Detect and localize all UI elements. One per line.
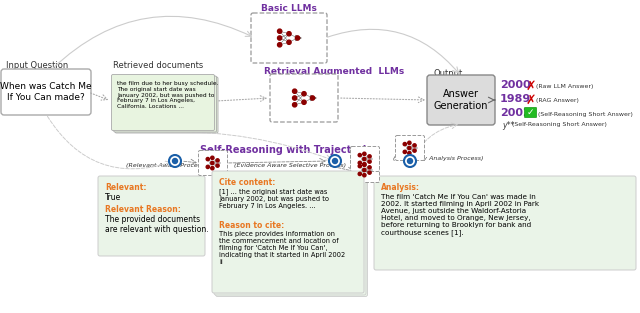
FancyBboxPatch shape [114, 76, 216, 132]
Text: 2002: 2002 [500, 108, 531, 118]
Circle shape [358, 161, 362, 165]
Text: This piece provides information on
the commencement and location of
filming for : This piece provides information on the c… [219, 231, 345, 265]
Text: Cite content:: Cite content: [219, 178, 275, 187]
Text: Basic LLMs: Basic LLMs [261, 4, 317, 13]
Circle shape [413, 149, 416, 152]
Text: 1989: 1989 [500, 94, 531, 104]
Circle shape [329, 155, 341, 167]
FancyBboxPatch shape [525, 107, 536, 117]
Text: ✓: ✓ [527, 108, 534, 117]
FancyBboxPatch shape [351, 146, 380, 172]
Text: (Self-Reasoning Short Answer): (Self-Reasoning Short Answer) [538, 112, 633, 117]
Circle shape [292, 89, 297, 93]
FancyBboxPatch shape [214, 173, 366, 295]
Text: (RAG Answer): (RAG Answer) [536, 98, 579, 103]
FancyBboxPatch shape [427, 75, 495, 125]
Text: The film 'Catch Me If You Can' was made in
2002. It started filming in April 200: The film 'Catch Me If You Can' was made … [381, 194, 539, 236]
Text: Input Question: Input Question [6, 61, 68, 70]
Circle shape [368, 166, 371, 169]
Text: Retrieved documents: Retrieved documents [113, 61, 204, 70]
Circle shape [358, 172, 362, 176]
Text: Relevant Reason:: Relevant Reason: [105, 205, 181, 214]
Circle shape [211, 156, 214, 159]
Circle shape [413, 144, 416, 147]
Circle shape [216, 159, 219, 162]
Circle shape [333, 158, 337, 163]
Circle shape [363, 163, 366, 167]
Text: The provided documents
are relevant with question.: The provided documents are relevant with… [105, 215, 209, 234]
Circle shape [403, 150, 406, 153]
Text: 2000: 2000 [500, 80, 531, 90]
Circle shape [211, 162, 214, 165]
Text: When was Catch Me
If You Can made?: When was Catch Me If You Can made? [0, 82, 92, 102]
FancyBboxPatch shape [216, 175, 367, 296]
Text: [1] ... the original start date was
January 2002, but was pushed to
February 7 i: [1] ... the original start date was Janu… [219, 188, 329, 209]
Circle shape [358, 153, 362, 157]
Text: the film due to her busy schedule.
The original start date was
January 2002, but: the film due to her busy schedule. The o… [117, 81, 218, 109]
Circle shape [408, 146, 411, 150]
Text: (Evidence Aware Selective Process): (Evidence Aware Selective Process) [234, 163, 346, 168]
FancyBboxPatch shape [251, 13, 327, 63]
Circle shape [368, 160, 371, 163]
Circle shape [368, 171, 371, 174]
Circle shape [216, 164, 219, 167]
Circle shape [287, 32, 291, 36]
Text: True: True [105, 193, 121, 202]
Circle shape [363, 168, 366, 172]
Circle shape [368, 155, 371, 158]
Circle shape [169, 155, 181, 167]
Circle shape [296, 36, 300, 40]
FancyBboxPatch shape [1, 69, 91, 115]
FancyBboxPatch shape [115, 77, 218, 133]
Circle shape [310, 96, 315, 100]
Circle shape [408, 151, 411, 155]
Circle shape [292, 96, 297, 100]
Circle shape [287, 40, 291, 44]
Circle shape [363, 174, 366, 177]
Circle shape [302, 100, 306, 104]
FancyBboxPatch shape [212, 171, 364, 293]
Circle shape [408, 158, 413, 163]
Circle shape [173, 158, 177, 163]
FancyBboxPatch shape [98, 176, 205, 256]
FancyBboxPatch shape [351, 157, 380, 182]
Circle shape [358, 164, 362, 168]
Text: ✗: ✗ [526, 80, 536, 93]
Text: Relevant:: Relevant: [105, 183, 147, 192]
Circle shape [206, 157, 209, 161]
Text: y**: y** [502, 121, 515, 130]
Text: (Trajectory Analysis Process): (Trajectory Analysis Process) [393, 156, 483, 161]
FancyBboxPatch shape [111, 74, 214, 131]
FancyBboxPatch shape [270, 74, 338, 122]
Text: (Raw LLM Answer): (Raw LLM Answer) [536, 84, 593, 89]
Text: ✗: ✗ [526, 94, 536, 107]
Circle shape [363, 162, 366, 166]
Text: Reason to cite:: Reason to cite: [219, 221, 284, 230]
Circle shape [363, 157, 366, 161]
Text: τ: τ [345, 145, 356, 158]
Text: Self-Reasoning with Trajectories: Self-Reasoning with Trajectories [200, 145, 379, 155]
Circle shape [206, 165, 209, 168]
Circle shape [278, 29, 282, 33]
Text: Analysis:: Analysis: [381, 183, 420, 192]
Circle shape [408, 141, 411, 144]
Circle shape [403, 142, 406, 146]
Circle shape [292, 103, 297, 107]
FancyBboxPatch shape [198, 151, 227, 176]
Circle shape [278, 43, 282, 47]
Circle shape [278, 36, 282, 40]
Text: Retrieval Augmented  LLMs: Retrieval Augmented LLMs [264, 67, 404, 76]
Text: (Self-Reasoning Short Answer): (Self-Reasoning Short Answer) [512, 122, 607, 127]
Circle shape [363, 152, 366, 156]
Circle shape [404, 155, 416, 167]
Circle shape [211, 167, 214, 170]
FancyBboxPatch shape [374, 176, 636, 270]
FancyBboxPatch shape [396, 136, 424, 161]
Text: Answer
Generation: Answer Generation [434, 89, 488, 111]
Text: (Relevant Aware Process): (Relevant Aware Process) [126, 163, 207, 168]
Circle shape [302, 92, 306, 96]
Text: Output: Output [434, 69, 463, 78]
